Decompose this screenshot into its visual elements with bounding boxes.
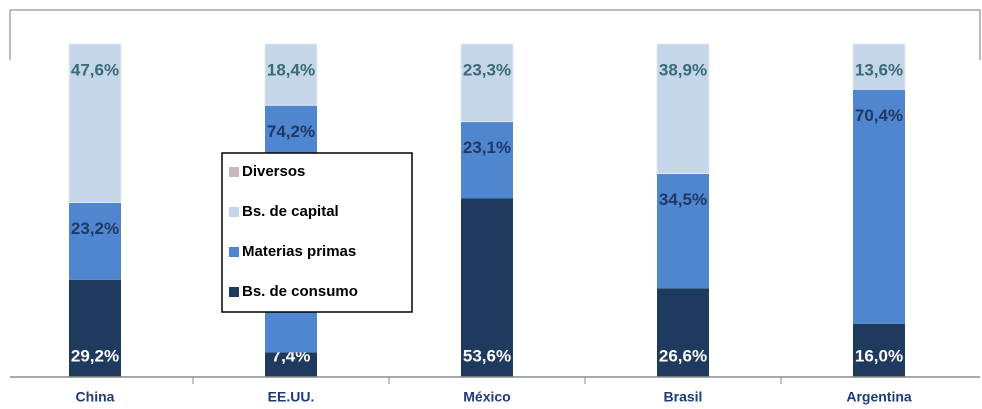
bar-segment — [853, 89, 905, 324]
chart-frame — [9, 9, 981, 60]
value-label: 38,9% — [659, 60, 707, 79]
legend: Bs. de consumo Materias primas Bs. de capi… — [221, 152, 413, 313]
bar-segment — [265, 352, 317, 377]
value-label: 34,5% — [659, 190, 707, 209]
bar-segment — [461, 198, 513, 377]
bar-segment — [460, 43, 514, 123]
bar-segment — [656, 43, 710, 175]
value-label: 23,2% — [71, 219, 119, 238]
x-tick-label: Brasil — [664, 389, 703, 405]
legend-swatch — [229, 207, 239, 217]
value-label: 26,6% — [659, 346, 707, 365]
legend-box — [221, 152, 413, 313]
value-label: 29,2% — [71, 346, 119, 365]
bar-segment — [461, 121, 513, 199]
legend-swatch — [229, 247, 239, 257]
value-label: 23,1% — [463, 138, 511, 157]
value-label: 53,6% — [463, 346, 511, 365]
bar-segment — [657, 288, 709, 377]
x-tick-label: EE.UU. — [268, 389, 315, 405]
value-label: 13,6% — [855, 60, 903, 79]
value-label: 70,4% — [855, 106, 903, 125]
value-label: 74,2% — [267, 122, 315, 141]
bar-segment — [852, 43, 906, 90]
value-label: 16,0% — [855, 346, 903, 365]
bar-segment — [69, 202, 121, 280]
legend-label: Materias primas — [242, 243, 356, 260]
value-label: 23,3% — [463, 60, 511, 79]
bar-segment — [657, 173, 709, 289]
x-tick-label: Argentina — [846, 389, 912, 405]
bar-segment — [264, 43, 318, 106]
value-label: 47,6% — [71, 60, 119, 79]
legend-label: Bs. de capital — [242, 203, 339, 220]
x-tick-label: China — [76, 389, 115, 405]
x-tick-label: México — [463, 389, 510, 405]
legend-label: Diversos — [242, 163, 305, 180]
legend-swatch — [229, 167, 239, 177]
legend-swatch — [229, 287, 239, 297]
value-label: 18,4% — [267, 60, 315, 79]
bar-segment — [69, 279, 121, 377]
bar-segment — [853, 323, 905, 377]
legend-label: Bs. de consumo — [242, 283, 358, 300]
bar-segment — [68, 43, 122, 204]
